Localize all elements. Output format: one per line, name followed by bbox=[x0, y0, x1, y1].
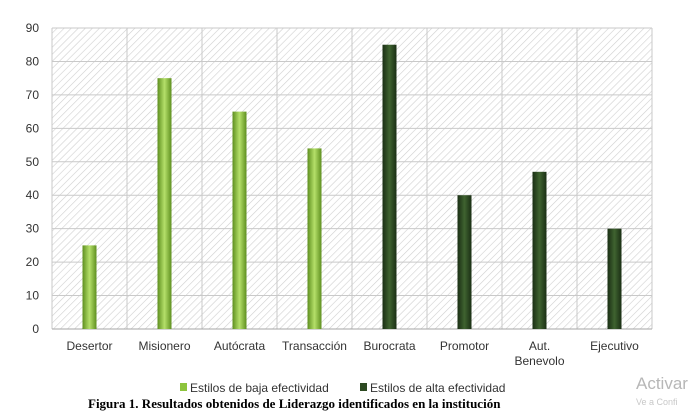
x-tick-label: Burocrata bbox=[363, 339, 415, 353]
bar-desertor bbox=[82, 245, 97, 329]
y-axis-ticks: 0 10 20 30 40 50 60 70 80 90 bbox=[26, 21, 40, 336]
y-tick-label: 80 bbox=[26, 54, 40, 68]
y-tick-label: 30 bbox=[26, 222, 40, 236]
bar-transacci-n bbox=[307, 148, 322, 329]
x-tick-label: Ejecutivo bbox=[590, 339, 639, 353]
x-tick-label: Aut. bbox=[529, 339, 550, 353]
x-tick-label: Promotor bbox=[440, 339, 489, 353]
y-tick-label: 60 bbox=[26, 121, 40, 135]
y-tick-label: 70 bbox=[26, 88, 40, 102]
legend-swatch bbox=[180, 383, 187, 391]
legend-label: Estilos de baja efectividad bbox=[190, 381, 329, 395]
legend: Estilos de baja efectividad Estilos de al… bbox=[180, 381, 505, 395]
legend-swatch bbox=[360, 383, 367, 391]
activation-watermark: Activar bbox=[636, 374, 688, 393]
bar-aut-benevolo bbox=[532, 171, 547, 329]
y-tick-label: 40 bbox=[26, 188, 40, 202]
bar-aut-crata bbox=[232, 111, 247, 329]
bars bbox=[82, 44, 622, 330]
y-tick-label: 0 bbox=[32, 322, 39, 336]
x-tick-label: Benevolo bbox=[514, 354, 564, 368]
y-tick-label: 20 bbox=[26, 255, 40, 269]
x-tick-label: Autócrata bbox=[214, 339, 266, 353]
y-tick-label: 90 bbox=[26, 21, 40, 35]
y-tick-label: 50 bbox=[26, 155, 40, 169]
gridlines bbox=[51, 27, 653, 330]
x-tick-label: Desertor bbox=[66, 339, 112, 353]
y-tick-label: 10 bbox=[26, 289, 40, 303]
x-axis-labels: Desertor Misionero Autócrata Transacción Bur… bbox=[66, 339, 639, 368]
x-tick-label: Misionero bbox=[138, 339, 190, 353]
bar-misionero bbox=[157, 78, 172, 330]
figure-caption: Figura 1. Resultados obtenidos de Lidera… bbox=[88, 396, 501, 411]
x-tick-label: Transacción bbox=[282, 339, 347, 353]
bar-ejecutivo bbox=[607, 228, 622, 329]
bar-promotor bbox=[457, 195, 472, 329]
legend-label: Estilos de alta efectividad bbox=[370, 381, 505, 395]
activation-watermark-subtext: Ve a Confi bbox=[636, 397, 678, 407]
bar-burocrata bbox=[382, 44, 397, 329]
